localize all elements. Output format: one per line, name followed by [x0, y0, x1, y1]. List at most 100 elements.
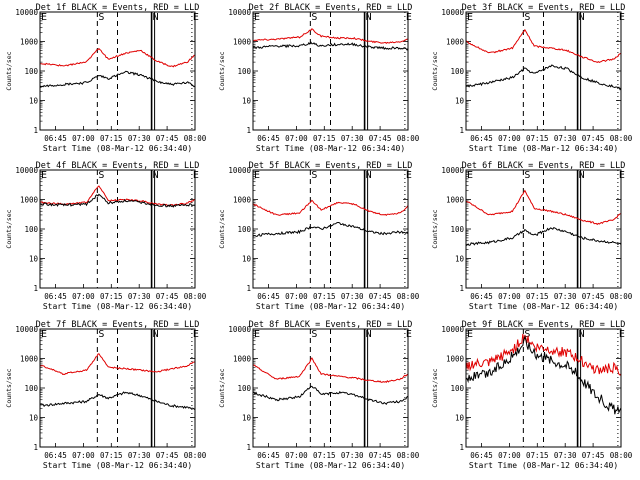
event-marker-label: E	[254, 12, 260, 23]
event-marker-label: S	[311, 170, 317, 181]
y-axis-label: Counts/sec	[218, 209, 226, 248]
event-marker-label: S	[98, 170, 104, 181]
x-tick-label: 07:30	[341, 451, 364, 460]
event-marker-label: S	[524, 329, 530, 340]
event-marker-label: N	[153, 170, 159, 181]
y-tick-label: 100	[450, 384, 464, 393]
y-tick-label: 10000	[228, 166, 251, 175]
plot-frame	[39, 328, 196, 448]
x-axis-label: Start Time (08-Mar-12 06:34:40)	[43, 461, 192, 470]
x-tick-label: 08:00	[397, 451, 420, 460]
chart-title: Det 5f BLACK = Events, RED = LLD	[249, 161, 413, 171]
event-marker-label: S	[524, 170, 530, 181]
chart-title: Det 4f BLACK = Events, RED = LLD	[36, 161, 200, 171]
y-tick-label: 1	[33, 126, 38, 135]
x-tick-label: 07:30	[554, 292, 577, 301]
y-tick-label: 100	[237, 225, 251, 234]
y-tick-label: 1	[33, 443, 38, 452]
y-axis-label: Counts/sec	[5, 209, 13, 248]
plot-frame	[465, 328, 622, 448]
y-tick-label: 1000	[20, 38, 39, 47]
x-tick-label: 06:45	[257, 134, 280, 143]
x-tick-label: 07:30	[128, 292, 151, 301]
series-line-events	[465, 226, 622, 247]
x-tick-label: 06:45	[257, 292, 280, 301]
y-tick-label: 100	[237, 67, 251, 76]
chart-panel-3: Det 3f BLACK = Events, RED = LLD Counts/s…	[431, 3, 633, 153]
series-line-events	[39, 193, 196, 208]
y-tick-label: 1	[246, 443, 251, 452]
y-tick-label: 100	[450, 67, 464, 76]
x-tick-label: 07:15	[100, 451, 123, 460]
y-tick-label: 10000	[441, 166, 464, 175]
y-tick-label: 10000	[15, 325, 38, 334]
x-tick-label: 07:45	[582, 134, 605, 143]
chart-panel-4: Det 4f BLACK = Events, RED = LLD Counts/s…	[5, 161, 207, 311]
x-tick-label: 07:00	[285, 292, 308, 301]
event-marker-label: E	[619, 329, 625, 340]
y-tick-label: 10	[29, 255, 39, 264]
event-marker-label: S	[524, 12, 530, 23]
chart-title: Det 8f BLACK = Events, RED = LLD	[249, 320, 413, 330]
chart-panel-2: Det 2f BLACK = Events, RED = LLD Counts/s…	[218, 3, 420, 153]
x-tick-label: 07:00	[498, 292, 521, 301]
x-tick-label: 08:00	[397, 134, 420, 143]
y-tick-label: 1000	[446, 38, 465, 47]
x-axis-label: Start Time (08-Mar-12 06:34:40)	[469, 461, 618, 470]
x-tick-label: 07:45	[369, 134, 392, 143]
event-marker-label: E	[406, 170, 412, 181]
event-marker-label: N	[153, 12, 159, 23]
event-marker-label: E	[41, 12, 47, 23]
event-marker-label: E	[406, 12, 412, 23]
y-tick-label: 1000	[20, 355, 39, 364]
x-tick-label: 08:00	[397, 292, 420, 301]
x-tick-label: 07:30	[128, 134, 151, 143]
y-tick-label: 1	[459, 126, 464, 135]
y-tick-label: 10	[455, 97, 465, 106]
series-line-lld	[465, 189, 622, 226]
event-marker-label: N	[366, 170, 372, 181]
x-tick-label: 07:15	[313, 451, 336, 460]
chart-panel-9: Det 9f BLACK = Events, RED = LLD Counts/s…	[431, 320, 633, 470]
y-tick-label: 1000	[233, 196, 252, 205]
chart-title: Det 1f BLACK = Events, RED = LLD	[36, 3, 200, 13]
series-line-events	[252, 385, 409, 405]
plot-frame	[252, 11, 409, 131]
x-tick-label: 07:45	[582, 292, 605, 301]
plot-frame	[465, 11, 622, 131]
y-tick-label: 10	[242, 97, 252, 106]
chart-title: Det 3f BLACK = Events, RED = LLD	[462, 3, 626, 13]
event-marker-label: E	[41, 329, 47, 340]
x-tick-label: 07:45	[156, 134, 179, 143]
y-tick-label: 100	[24, 225, 38, 234]
x-tick-label: 07:30	[554, 134, 577, 143]
series-line-lld	[39, 47, 196, 68]
x-tick-label: 07:45	[369, 451, 392, 460]
y-tick-label: 1000	[446, 196, 465, 205]
x-tick-label: 07:30	[128, 451, 151, 460]
x-tick-label: 08:00	[184, 292, 207, 301]
x-tick-label: 07:15	[526, 134, 549, 143]
y-tick-label: 10	[455, 414, 465, 423]
x-tick-label: 07:00	[72, 451, 95, 460]
y-axis-label: Counts/sec	[218, 368, 226, 407]
event-marker-label: E	[254, 170, 260, 181]
chart-panel-6: Det 6f BLACK = Events, RED = LLD Counts/s…	[431, 161, 633, 311]
x-tick-label: 07:45	[156, 292, 179, 301]
event-marker-label: E	[619, 170, 625, 181]
x-axis-label: Start Time (08-Mar-12 06:34:40)	[256, 302, 405, 311]
x-tick-label: 08:00	[184, 134, 207, 143]
x-tick-label: 07:45	[369, 292, 392, 301]
series-line-events	[465, 335, 622, 415]
x-tick-label: 07:30	[554, 451, 577, 460]
event-marker-label: S	[311, 329, 317, 340]
x-axis-label: Start Time (08-Mar-12 06:34:40)	[43, 144, 192, 153]
y-tick-label: 100	[24, 384, 38, 393]
x-tick-label: 08:00	[184, 451, 207, 460]
y-tick-label: 100	[237, 384, 251, 393]
y-tick-label: 10000	[441, 8, 464, 17]
y-tick-label: 1000	[446, 355, 465, 364]
series-line-lld	[39, 353, 196, 375]
x-tick-label: 07:45	[156, 451, 179, 460]
event-marker-label: E	[193, 329, 199, 340]
